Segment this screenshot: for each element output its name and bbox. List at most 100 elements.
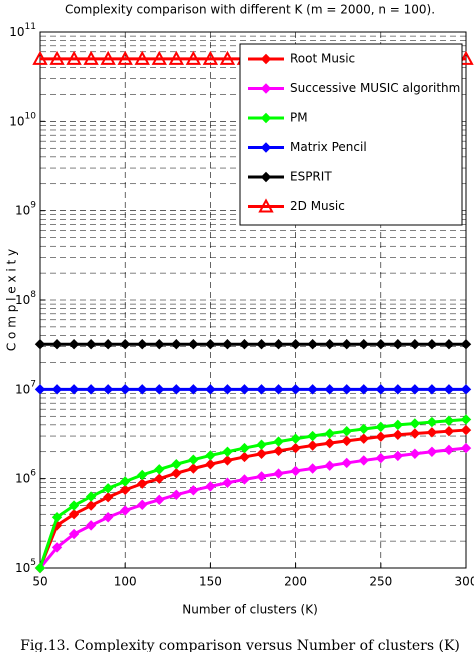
marker (239, 451, 250, 463)
marker (137, 499, 148, 510)
marker (358, 423, 369, 435)
marker (154, 384, 165, 395)
marker (290, 338, 301, 350)
legend-label: PM (290, 111, 308, 125)
legend-marker (258, 198, 274, 213)
y-tick-base: 10 (15, 561, 30, 575)
marker (171, 338, 182, 350)
legend-label: 2D Music (290, 199, 345, 213)
marker (341, 457, 352, 469)
x-tick-label: 200 (284, 575, 307, 589)
series-line (38, 428, 467, 569)
marker (68, 338, 80, 350)
marker (426, 427, 438, 438)
marker (409, 384, 421, 395)
marker (426, 384, 438, 395)
marker (151, 50, 167, 65)
y-tick-base: 10 (15, 293, 30, 307)
y-tick-exponent: 7 (30, 379, 36, 389)
marker (85, 338, 97, 350)
marker (85, 520, 97, 531)
x-tick-label: 250 (369, 575, 392, 589)
y-tick-exponent: 10 (25, 111, 37, 121)
marker (51, 338, 63, 350)
marker (119, 476, 131, 487)
marker (307, 430, 318, 442)
marker (307, 338, 318, 350)
marker (443, 444, 455, 456)
marker (409, 428, 421, 439)
legend-label: ESPRIT (290, 170, 332, 184)
marker (409, 418, 421, 429)
marker (205, 338, 216, 350)
marker (119, 338, 131, 350)
marker (134, 50, 150, 65)
chart-title: Complexity comparison with different K (… (65, 3, 435, 17)
marker (375, 384, 387, 395)
y-tick-exponent: 5 (30, 558, 36, 568)
y-tick-label: 1011 (9, 22, 36, 39)
marker (426, 416, 438, 428)
marker (51, 384, 63, 395)
marker (85, 491, 97, 502)
marker (119, 384, 131, 395)
marker (102, 492, 114, 503)
marker (460, 424, 472, 436)
marker (256, 439, 267, 450)
y-axis-label: C o m p l e x i t y (5, 249, 19, 351)
x-tick-label: 100 (114, 575, 137, 589)
marker (34, 384, 46, 395)
marker (205, 450, 216, 461)
marker (83, 50, 99, 65)
x-tick-label: 50 (32, 575, 47, 589)
y-tick-label: 106 (15, 468, 36, 485)
marker (222, 338, 233, 350)
marker (188, 384, 199, 395)
marker (307, 463, 318, 474)
marker (102, 384, 114, 395)
marker (154, 494, 165, 506)
marker (409, 338, 421, 350)
marker (51, 512, 63, 523)
marker (307, 384, 318, 395)
marker (188, 454, 199, 465)
marker (85, 384, 97, 395)
marker (85, 500, 97, 511)
y-tick-exponent: 6 (30, 468, 36, 478)
marker (171, 384, 182, 395)
marker (119, 505, 131, 516)
marker (171, 459, 182, 470)
legend-marker (260, 171, 272, 183)
marker (324, 437, 335, 449)
marker (256, 338, 267, 350)
marker (100, 50, 116, 65)
marker (273, 436, 284, 447)
marker (239, 338, 250, 350)
marker (290, 465, 301, 477)
y-tick-exponent: 11 (25, 22, 36, 32)
plot-frame (39, 31, 467, 569)
marker (324, 338, 335, 350)
series-line (38, 417, 467, 569)
marker (154, 338, 165, 350)
series-line (38, 446, 467, 569)
marker (205, 481, 216, 492)
marker (171, 489, 182, 500)
y-tick-base: 10 (9, 25, 24, 39)
y-tick-exponent: 9 (30, 200, 36, 210)
marker (392, 338, 404, 350)
marker (68, 384, 80, 395)
marker (290, 433, 301, 444)
marker (409, 448, 421, 459)
marker (256, 471, 267, 482)
y-tick-base: 10 (15, 382, 30, 396)
marker (171, 468, 182, 479)
marker (34, 562, 46, 574)
marker (426, 338, 438, 350)
legend-marker (260, 112, 272, 124)
marker (426, 446, 438, 457)
marker (185, 50, 202, 65)
marker (273, 468, 284, 479)
